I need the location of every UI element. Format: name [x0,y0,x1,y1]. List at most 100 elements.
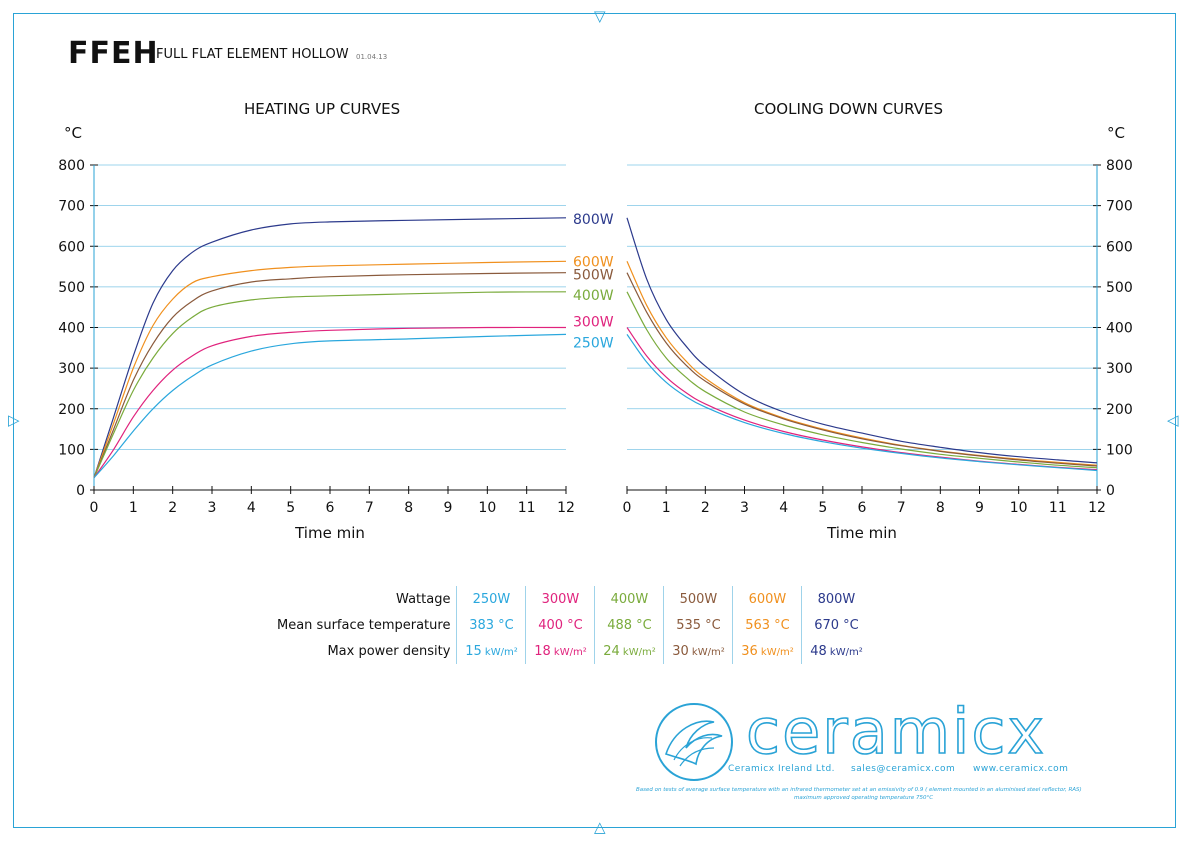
heating-x-tick-label: 8 [404,500,413,516]
spec-cell: 300W [525,586,595,612]
spec-cell-value: 24 [603,643,620,659]
cooling-y-tick-label: 400 [1106,321,1133,337]
cooling-x-tick-label: 12 [1088,500,1106,516]
cooling-chart-title: COOLING DOWN CURVES [754,100,943,118]
spec-cell: 400W [594,586,664,612]
spec-cell-value: 500W [679,591,718,607]
series-end-label-250W: 250W [573,335,614,351]
cooling-x-tick-label: 7 [897,500,906,516]
spec-cell-value: 400W [610,591,649,607]
heating-x-tick-label: 5 [286,500,295,516]
cooling-y-tick-label: 600 [1106,239,1133,255]
cooling-y-unit: °C [1107,124,1125,142]
spec-cell: 488 °C [594,612,664,638]
spec-cell-value: 15 [465,643,482,659]
spec-cell-value: 600W [748,591,787,607]
spec-row-label: Max power density [327,643,451,659]
heating-x-tick-label: 6 [326,500,335,516]
spec-cell-value: 48 [810,643,827,659]
spec-cell: 18 kW/m² [525,638,595,664]
spec-cell-unit: kW/m² [688,646,725,658]
heating-series-500W [93,272,567,479]
cooling-series-500W [626,272,1098,467]
top-marker-icon: ▽ [594,7,606,25]
spec-cell: 563 °C [732,612,802,638]
cooling-series-400W [626,291,1098,469]
heating-y-tick-label: 300 [58,361,85,377]
spec-cell: 500W [663,586,733,612]
heating-y-tick-label: 100 [58,442,85,458]
heating-y-tick-label: 200 [58,402,85,418]
page-frame [13,13,1176,828]
spec-cell-value: 400 °C [538,617,583,633]
spec-cell-unit: kW/m² [481,646,518,658]
spec-cell-value: 300W [541,591,580,607]
spec-cell: 250W [456,586,526,612]
cooling-series-250W [626,334,1098,472]
spec-cell: 400 °C [525,612,595,638]
spec-cell-value: 30 [672,643,689,659]
cooling-y-tick-label: 300 [1106,361,1133,377]
heating-x-tick-label: 2 [168,500,177,516]
cooling-x-tick-label: 0 [623,500,632,516]
heating-series-800W [93,217,567,478]
heating-y-unit: °C [64,124,82,142]
heating-x-axis-label: Time min [294,524,365,542]
spec-row: Wattage 250W 300W 400W 500W 600W 800W [270,586,871,612]
right-marker-icon: ◁ [1167,411,1179,429]
cooling-y-tick-label: 100 [1106,442,1133,458]
bottom-marker-icon: △ [594,818,606,836]
cooling-x-tick-label: 4 [779,500,788,516]
spec-cell-unit: kW/m² [619,646,656,658]
cooling-x-tick-label: 3 [740,500,749,516]
cooling-x-axis-label: Time min [826,524,897,542]
spec-cell-unit: kW/m² [826,646,863,658]
heating-series-600W [93,260,567,479]
spec-row: Mean surface temperature 383 °C 400 °C 488 … [270,612,871,638]
series-end-label-300W: 300W [573,315,614,331]
heating-x-tick-label: 3 [208,500,217,516]
heating-x-tick-label: 10 [478,500,496,516]
spec-cell: 383 °C [456,612,526,638]
spec-cell: 24 kW/m² [594,638,664,664]
cooling-x-tick-label: 6 [858,500,867,516]
cooling-x-tick-label: 8 [936,500,945,516]
spec-cell-value: 488 °C [607,617,652,633]
spec-cell-unit: kW/m² [550,646,587,658]
heating-x-tick-label: 7 [365,500,374,516]
company-name: Ceramicx Ireland Ltd. [728,764,836,774]
cooling-series-800W [626,217,1098,464]
heating-x-tick-label: 0 [90,500,99,516]
cooling-x-tick-label: 1 [662,500,671,516]
test-note: Based on tests of average surface temper… [636,787,1082,793]
heating-x-tick-label: 12 [557,500,575,516]
heating-y-tick-label: 400 [58,321,85,337]
cooling-y-tick-label: 200 [1106,402,1133,418]
cooling-x-tick-label: 2 [701,500,710,516]
document-date: 01.04.13 [356,53,388,61]
spec-cell: 30 kW/m² [663,638,733,664]
spec-cell: 36 kW/m² [732,638,802,664]
heating-x-tick-label: 1 [129,500,138,516]
heating-x-tick-label: 4 [247,500,256,516]
product-name: FULL FLAT ELEMENT HOLLOW [156,47,349,62]
series-end-label-400W: 400W [573,288,614,304]
spec-cell: 800W [801,586,871,612]
cooling-x-tick-label: 10 [1010,500,1028,516]
spec-cell-value: 563 °C [745,617,790,633]
series-end-label-500W: 500W [573,268,614,284]
spec-cell: 670 °C [801,612,871,638]
spec-cell-value: 383 °C [469,617,514,633]
spec-row-label: Mean surface temperature [277,617,451,633]
product-code: FFEH [68,36,159,71]
ceramicx-wave-logo-icon [655,703,733,781]
heating-x-tick-label: 9 [444,500,453,516]
series-end-label-800W: 800W [573,212,614,228]
spec-cell-unit: kW/m² [757,646,794,658]
spec-cell: 600W [732,586,802,612]
left-marker-icon: ▷ [8,411,20,429]
ceramicx-wordmark: ceramicx [745,695,1047,768]
spec-cell-value: 250W [472,591,511,607]
company-email: sales@ceramicx.com [851,764,956,774]
